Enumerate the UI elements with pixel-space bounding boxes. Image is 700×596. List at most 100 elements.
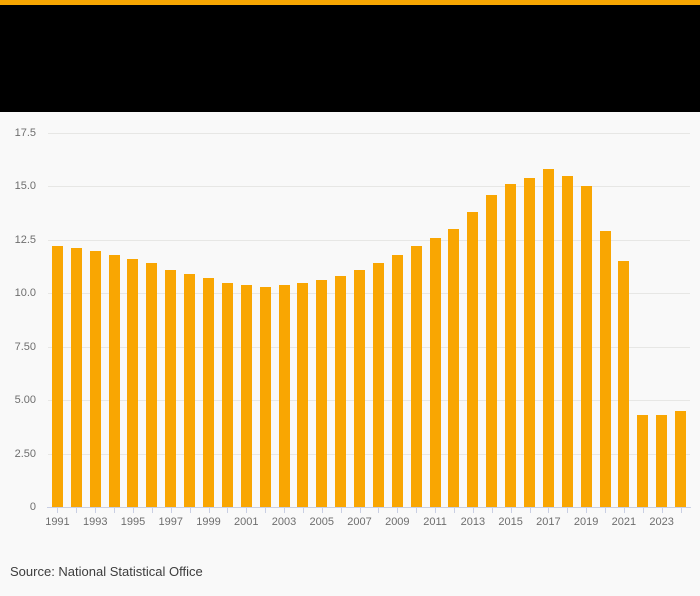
bar xyxy=(278,284,290,507)
x-axis-label: 2005 xyxy=(309,516,335,528)
x-axis-tick xyxy=(359,508,361,513)
gridline xyxy=(48,453,690,455)
x-axis-label: 2007 xyxy=(347,516,372,528)
x-axis-tick xyxy=(265,508,267,513)
x-axis-tick xyxy=(586,508,588,513)
x-axis-tick xyxy=(151,508,153,513)
gridline xyxy=(48,400,690,402)
bar xyxy=(127,259,139,507)
bar xyxy=(165,269,177,507)
x-axis-label: 2001 xyxy=(234,516,259,528)
bar xyxy=(184,274,196,507)
x-axis-tick xyxy=(680,508,682,513)
x-axis-tick xyxy=(227,508,229,513)
gridline xyxy=(48,346,690,348)
x-axis-tick xyxy=(189,508,191,513)
x-axis-tick xyxy=(95,508,97,513)
gridline xyxy=(48,239,690,241)
bar xyxy=(391,254,403,507)
x-axis-tick xyxy=(302,508,304,513)
bar xyxy=(89,250,101,507)
x-axis-tick xyxy=(321,508,323,513)
y-axis-label: 12.5 xyxy=(14,233,36,246)
x-axis-tick xyxy=(472,508,474,513)
bar xyxy=(297,282,309,507)
x-axis-tick xyxy=(510,508,512,513)
x-axis-label: 1995 xyxy=(120,516,146,528)
gridline xyxy=(48,186,690,188)
bar xyxy=(675,410,687,507)
bar xyxy=(259,286,271,507)
bar xyxy=(448,229,460,507)
bar xyxy=(656,415,668,507)
x-axis-tick xyxy=(661,508,663,513)
x-axis-label: 2011 xyxy=(423,516,447,528)
y-axis-label: 10.0 xyxy=(14,287,36,300)
x-axis-tick xyxy=(548,508,550,513)
bar xyxy=(561,175,573,507)
x-axis-label: 1993 xyxy=(82,516,108,528)
x-axis-tick xyxy=(567,508,569,513)
x-axis-tick xyxy=(114,508,116,513)
x-axis-label: 1999 xyxy=(196,516,221,528)
bar xyxy=(599,231,611,507)
bar xyxy=(486,194,498,507)
x-axis-label: 2021 xyxy=(611,516,637,528)
x-axis-tick xyxy=(416,508,418,513)
x-axis-tick xyxy=(453,508,455,513)
y-axis-label: 7.50 xyxy=(14,340,36,353)
bar xyxy=(240,284,252,507)
header-redacted-block xyxy=(0,5,700,112)
x-axis-tick xyxy=(378,508,380,513)
x-axis-label: 2009 xyxy=(385,516,410,528)
x-axis-label: 2013 xyxy=(460,516,486,528)
x-axis-label: 2019 xyxy=(573,516,599,528)
bar xyxy=(108,254,120,507)
plot-area: 0 2.50 5.00 7.50 10.0 12.5 15.0 17.5 1991 1993 199… xyxy=(15,127,691,528)
bar xyxy=(505,184,517,507)
x-axis-tick xyxy=(340,508,342,513)
x-axis-label: 2015 xyxy=(498,516,523,528)
bar xyxy=(203,278,214,507)
bar xyxy=(146,263,158,507)
x-axis-tick xyxy=(623,508,625,513)
bar xyxy=(335,276,347,507)
bar xyxy=(410,246,422,507)
x-axis-label: 2023 xyxy=(649,516,674,528)
bar xyxy=(637,415,649,507)
bar xyxy=(372,263,384,507)
x-axis-tick xyxy=(57,508,59,513)
x-axis-tick xyxy=(246,508,248,513)
brand-accent-bar xyxy=(0,0,700,5)
x-axis-tick xyxy=(605,508,607,513)
bar xyxy=(467,212,479,507)
bar xyxy=(51,246,63,507)
bar xyxy=(618,261,630,507)
x-axis-tick xyxy=(170,508,172,513)
bar xyxy=(316,280,328,507)
x-axis-tick xyxy=(132,508,134,513)
bar xyxy=(429,237,441,507)
gridline xyxy=(48,133,690,134)
y-axis-label: 2.50 xyxy=(14,447,36,460)
x-axis-label: 1991 xyxy=(45,516,70,528)
gridline xyxy=(48,293,690,295)
x-axis-tick xyxy=(529,508,531,513)
bar xyxy=(524,177,535,507)
x-axis-tick xyxy=(642,508,644,513)
source-note: Source: National Statistical Office xyxy=(10,564,203,579)
x-axis-line xyxy=(47,507,691,508)
y-axis-label: 0 xyxy=(29,501,36,513)
y-axis-label: 17.5 xyxy=(14,127,36,139)
x-axis-tick xyxy=(76,508,78,513)
bar xyxy=(70,248,82,507)
x-axis-tick xyxy=(397,508,399,513)
bar xyxy=(542,169,554,507)
x-axis-label: 2017 xyxy=(536,516,561,528)
x-axis-tick xyxy=(208,508,210,513)
bar xyxy=(580,186,592,507)
x-axis-tick xyxy=(284,508,286,513)
x-axis-tick xyxy=(435,508,437,513)
bar xyxy=(221,282,233,507)
